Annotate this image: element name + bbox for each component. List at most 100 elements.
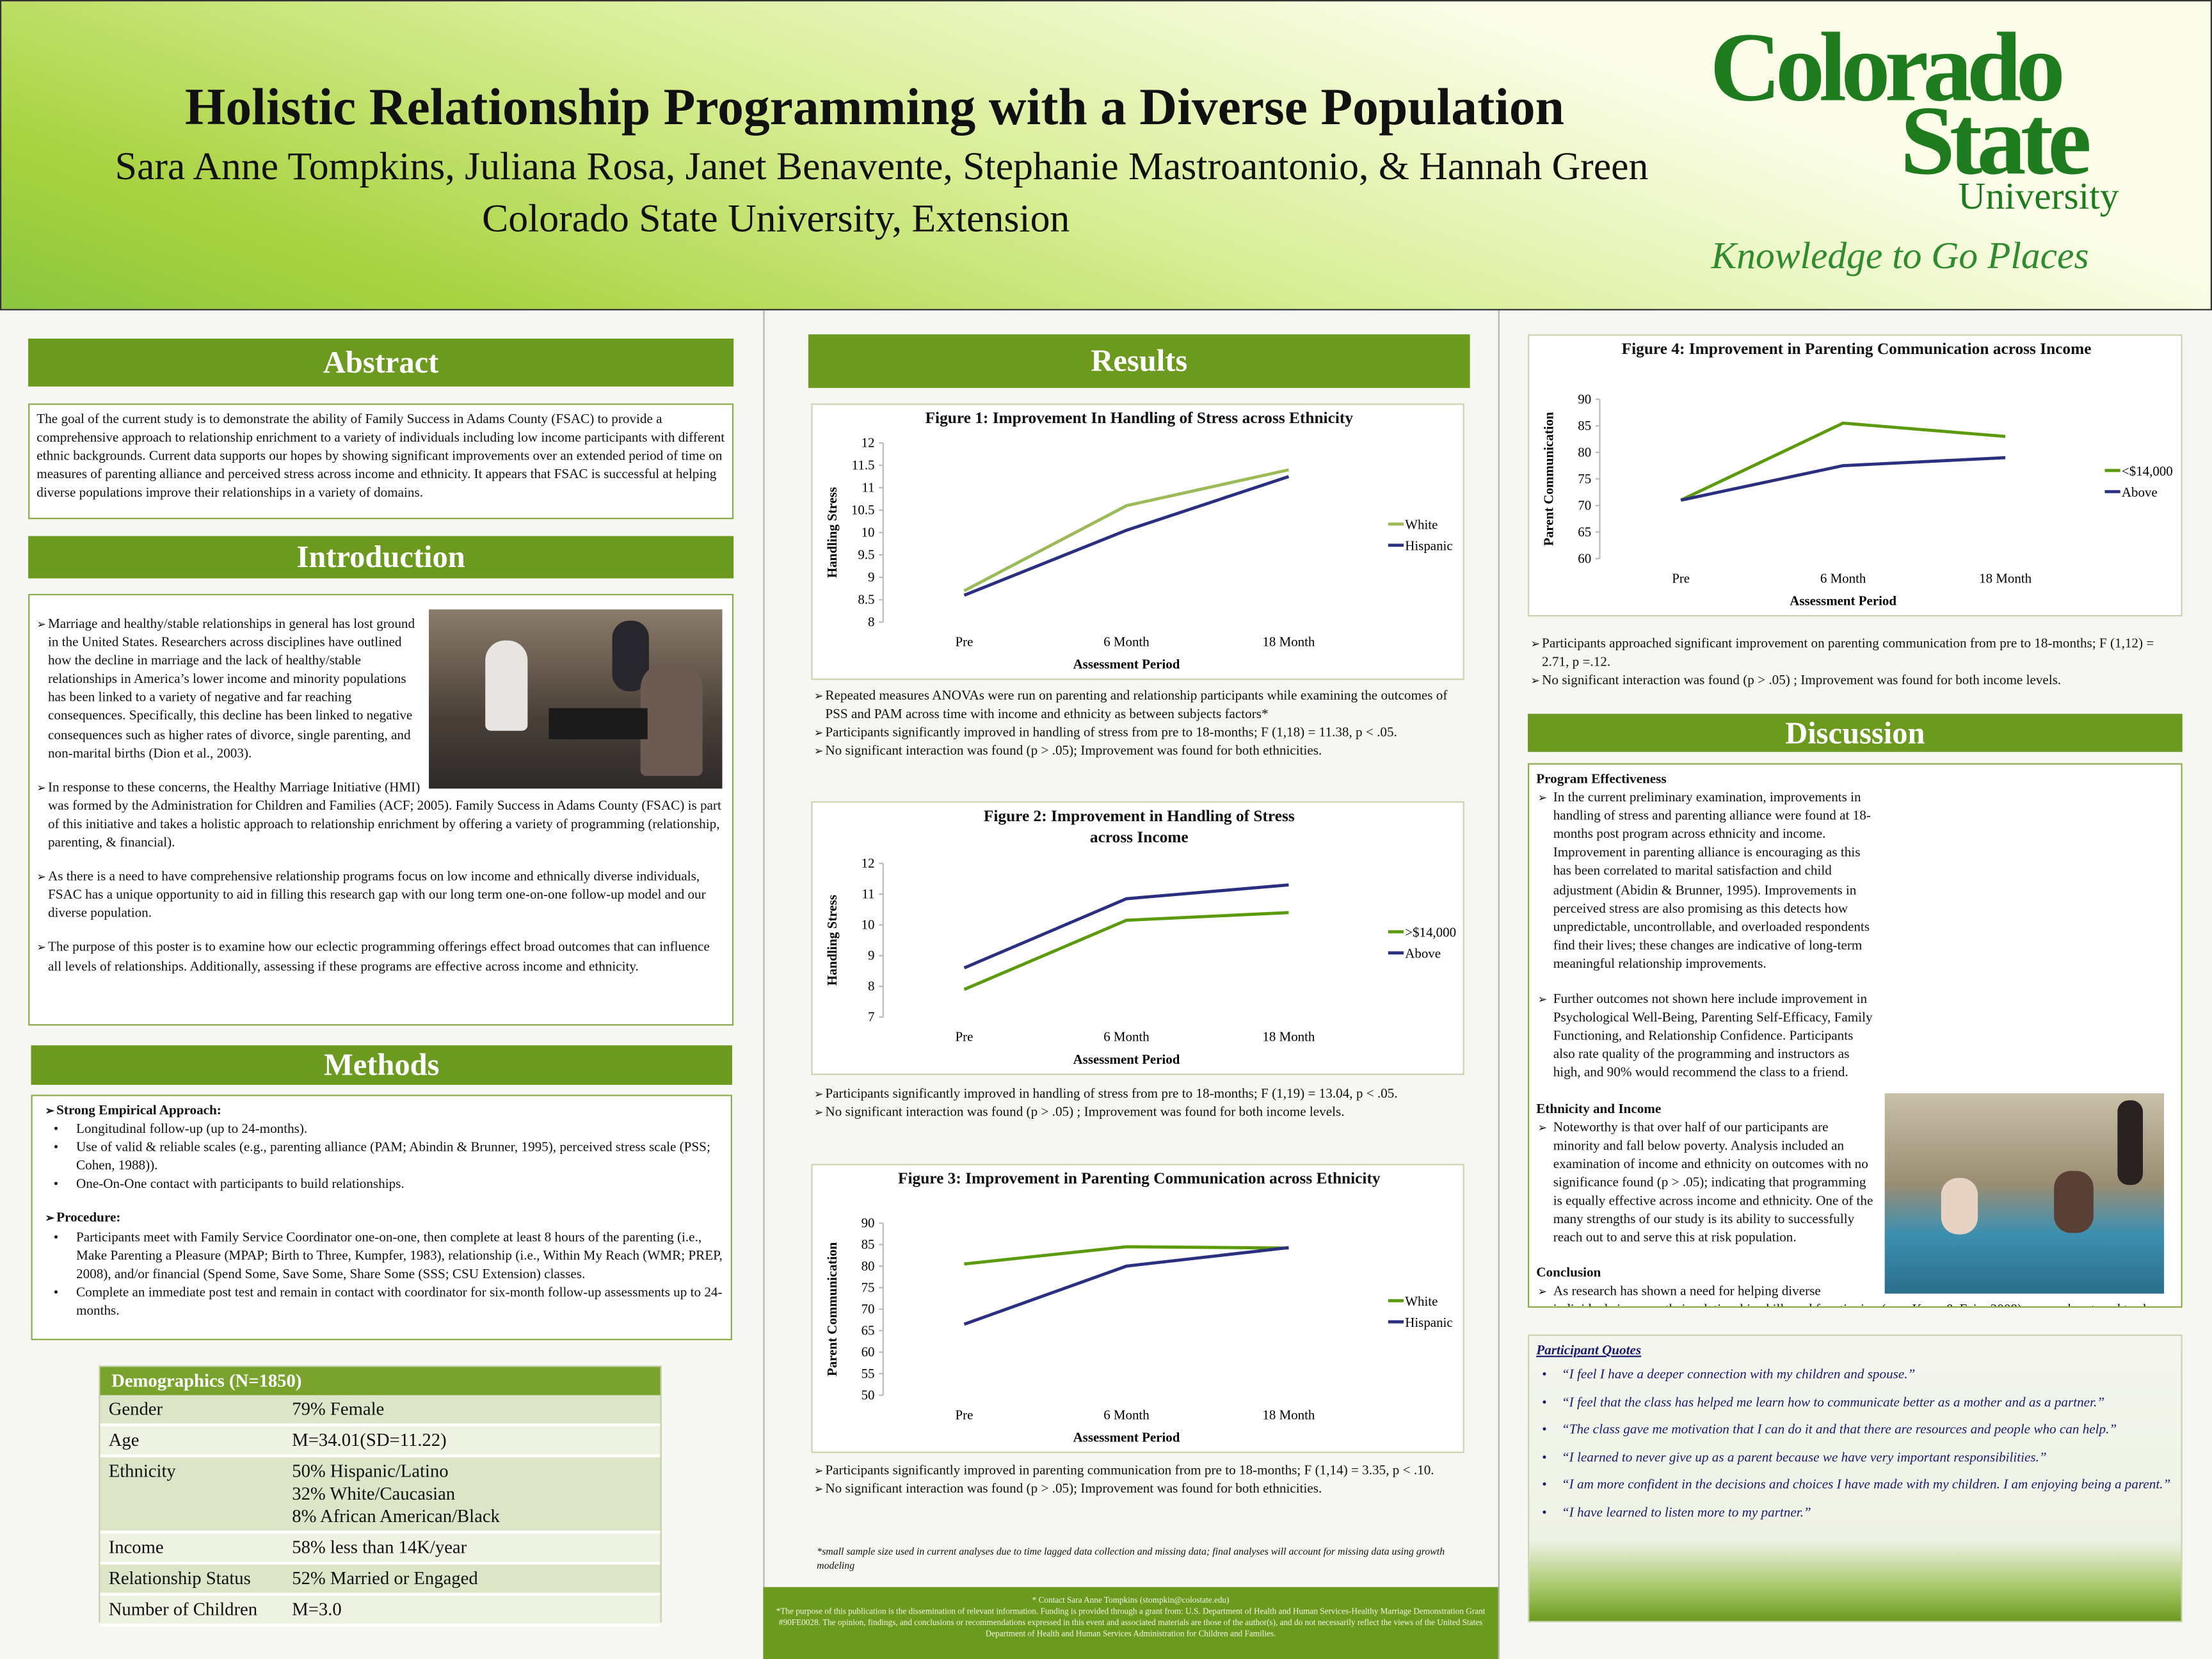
y-tick-label: 10 bbox=[862, 917, 875, 933]
table-row: Age M=34.01(SD=11.22) bbox=[100, 1425, 661, 1457]
list-item: Use of valid & reliable scales (e.g., pa… bbox=[40, 1139, 724, 1176]
x-tick-label: Pre bbox=[956, 634, 974, 649]
legend-label: Hispanic bbox=[1405, 538, 1452, 554]
table-cell: Ethnicity bbox=[100, 1455, 284, 1534]
y-tick-label: 12 bbox=[862, 435, 875, 451]
y-tick-label: 10 bbox=[862, 525, 875, 540]
chart-title: Figure 1: Improvement In Handling of Str… bbox=[925, 410, 1354, 428]
x-tick-label: 18 Month bbox=[1262, 1407, 1315, 1422]
paragraph: Marriage and healthy/stable relationship… bbox=[36, 615, 725, 763]
section-heading: Results bbox=[808, 334, 1470, 389]
subheading: Procedure: bbox=[45, 1210, 724, 1228]
note: Repeated measures ANOVAs were run on par… bbox=[814, 687, 1466, 724]
chart: Figure 3: Improvement in Parenting Commu… bbox=[811, 1164, 1464, 1454]
y-tick-label: 80 bbox=[862, 1258, 875, 1274]
legend-label: >$14,000 bbox=[1405, 925, 1456, 940]
y-tick-label: 65 bbox=[862, 1323, 875, 1338]
legend-label: Above bbox=[2122, 485, 2158, 500]
table: Gender 79% Female Age M=34.01(SD=11.22) Ethn… bbox=[100, 1395, 661, 1627]
quote: “I am more confident in the decisions an… bbox=[1536, 1472, 2174, 1500]
y-tick-label: 12 bbox=[862, 856, 875, 871]
table-cell: M=34.01(SD=11.22) bbox=[284, 1425, 661, 1457]
subheading: Program Effectiveness bbox=[1536, 771, 1667, 787]
x-tick-label: 18 Month bbox=[1262, 634, 1315, 649]
y-tick-label: 8.5 bbox=[858, 592, 874, 607]
logo-word: State bbox=[1900, 87, 2092, 196]
results-notes: Participants approached significant impr… bbox=[1530, 635, 2179, 691]
list-item: Noteworthy is that over half of our part… bbox=[1537, 1118, 2174, 1247]
series-line bbox=[1680, 421, 2006, 502]
y-tick-label: 90 bbox=[862, 1215, 875, 1231]
cell-line: 50% Hispanic/Latino bbox=[292, 1460, 449, 1482]
paragraph: In response to these concerns, the Healt… bbox=[36, 778, 725, 852]
x-tick-label: 6 Month bbox=[1103, 634, 1150, 649]
list-item: Further outcomes not shown here include … bbox=[1537, 990, 2174, 1082]
methods-panel: Strong Empirical Approach:Longitudinal f… bbox=[31, 1094, 732, 1340]
y-axis-label: Handling Stress bbox=[824, 487, 840, 578]
legend-label: White bbox=[1405, 517, 1438, 533]
x-tick-label: 6 Month bbox=[1103, 1407, 1150, 1422]
chart-title: Figure 4: Improvement in Parenting Commu… bbox=[1621, 341, 2092, 358]
y-axis-label: Parent Communication bbox=[824, 1242, 840, 1376]
note: No significant interaction was found (p … bbox=[1530, 672, 2179, 691]
y-tick-label: 60 bbox=[862, 1344, 875, 1359]
y-tick-label: 9 bbox=[868, 570, 874, 585]
y-tick-label: 9 bbox=[868, 948, 874, 963]
x-axis-label: Assessment Period bbox=[1790, 593, 1896, 609]
note: Participants significantly improved in h… bbox=[814, 724, 1466, 742]
chart-title-box: Figure 4: Improvement in Parenting Commu… bbox=[1621, 341, 2092, 358]
x-axis-label: Assessment Period bbox=[1073, 1430, 1180, 1445]
subheading: Ethnicity and Income bbox=[1536, 1101, 1662, 1117]
chart: Figure 2: Improvement in Handling of Str… bbox=[811, 801, 1464, 1075]
y-tick-label: 11 bbox=[862, 480, 874, 495]
y-tick-label: 70 bbox=[862, 1301, 875, 1317]
series-line bbox=[963, 475, 1290, 597]
note: No significant interaction was found (p … bbox=[814, 1103, 1466, 1122]
tagline: Knowledge to Go Places bbox=[1711, 234, 2089, 277]
quotes-panel: Participant Quotes “I feel I have a deepe… bbox=[1528, 1334, 2183, 1623]
affiliation: Colorado State University, Extension bbox=[482, 197, 1070, 241]
y-tick-label: 75 bbox=[1578, 471, 1591, 486]
poster-title: Holistic Relationship Programming with a… bbox=[184, 79, 1565, 137]
table-row: Relationship Status 52% Married or Engage… bbox=[100, 1563, 661, 1596]
cell-line: 8% African American/Black bbox=[292, 1505, 500, 1527]
list-item: As research has shown a need for helping… bbox=[1537, 1283, 2174, 1306]
x-tick-label: Pre bbox=[956, 1407, 974, 1422]
table-cell: Age bbox=[100, 1425, 284, 1457]
y-tick-label: 80 bbox=[1578, 444, 1591, 460]
series-line bbox=[963, 911, 1289, 991]
demographics-table: Demographics (N=1850) Gender 79% Female Age… bbox=[99, 1365, 662, 1627]
subheading: Conclusion bbox=[1536, 1265, 1601, 1281]
header-band bbox=[0, 0, 2212, 310]
results-notes: Participants significantly improved in h… bbox=[814, 1085, 1466, 1122]
x-tick-label: 6 Month bbox=[1820, 570, 1866, 586]
x-tick-label: 18 Month bbox=[1979, 570, 2032, 586]
table-row: Gender 79% Female bbox=[100, 1395, 661, 1427]
series-line bbox=[1680, 456, 2006, 502]
legend-label: <$14,000 bbox=[2122, 463, 2173, 479]
chart-title-box: Figure 1: Improvement In Handling of Str… bbox=[925, 410, 1354, 428]
table-cell: Income bbox=[100, 1532, 284, 1565]
y-tick-label: 11 bbox=[862, 886, 874, 902]
footnote: *small sample size used in current analy… bbox=[817, 1546, 1445, 1571]
abstract-text: The goal of the current study is to demo… bbox=[28, 403, 734, 520]
chart: Figure 1: Improvement In Handling of Str… bbox=[811, 403, 1464, 680]
footer-line: *The purpose of this publication is the … bbox=[776, 1608, 1486, 1640]
note: No significant interaction was found (p … bbox=[814, 742, 1466, 761]
x-tick-label: Pre bbox=[956, 1029, 974, 1045]
y-axis-label: Parent Communication bbox=[1541, 412, 1557, 546]
y-tick-label: 8 bbox=[868, 979, 874, 994]
subheading: Strong Empirical Approach: bbox=[45, 1102, 724, 1120]
list-item: Complete an immediate post test and rema… bbox=[40, 1283, 724, 1320]
section-heading: Introduction bbox=[28, 536, 734, 579]
paragraph: As there is a need to have comprehensive… bbox=[36, 868, 725, 924]
chart-title: Figure 3: Improvement in Parenting Commu… bbox=[898, 1171, 1381, 1188]
note: Participants significantly improved in h… bbox=[814, 1085, 1466, 1103]
y-tick-label: 65 bbox=[1578, 524, 1591, 540]
table-row: Ethnicity 50% Hispanic/Latino 32% White/Ca… bbox=[100, 1455, 661, 1534]
y-tick-label: 70 bbox=[1578, 497, 1591, 513]
table-title: Demographics (N=1850) bbox=[100, 1366, 661, 1395]
y-tick-label: 11.5 bbox=[852, 458, 875, 473]
table-cell: Relationship Status bbox=[100, 1563, 284, 1596]
list-item: Participants meet with Family Service Co… bbox=[40, 1228, 724, 1284]
